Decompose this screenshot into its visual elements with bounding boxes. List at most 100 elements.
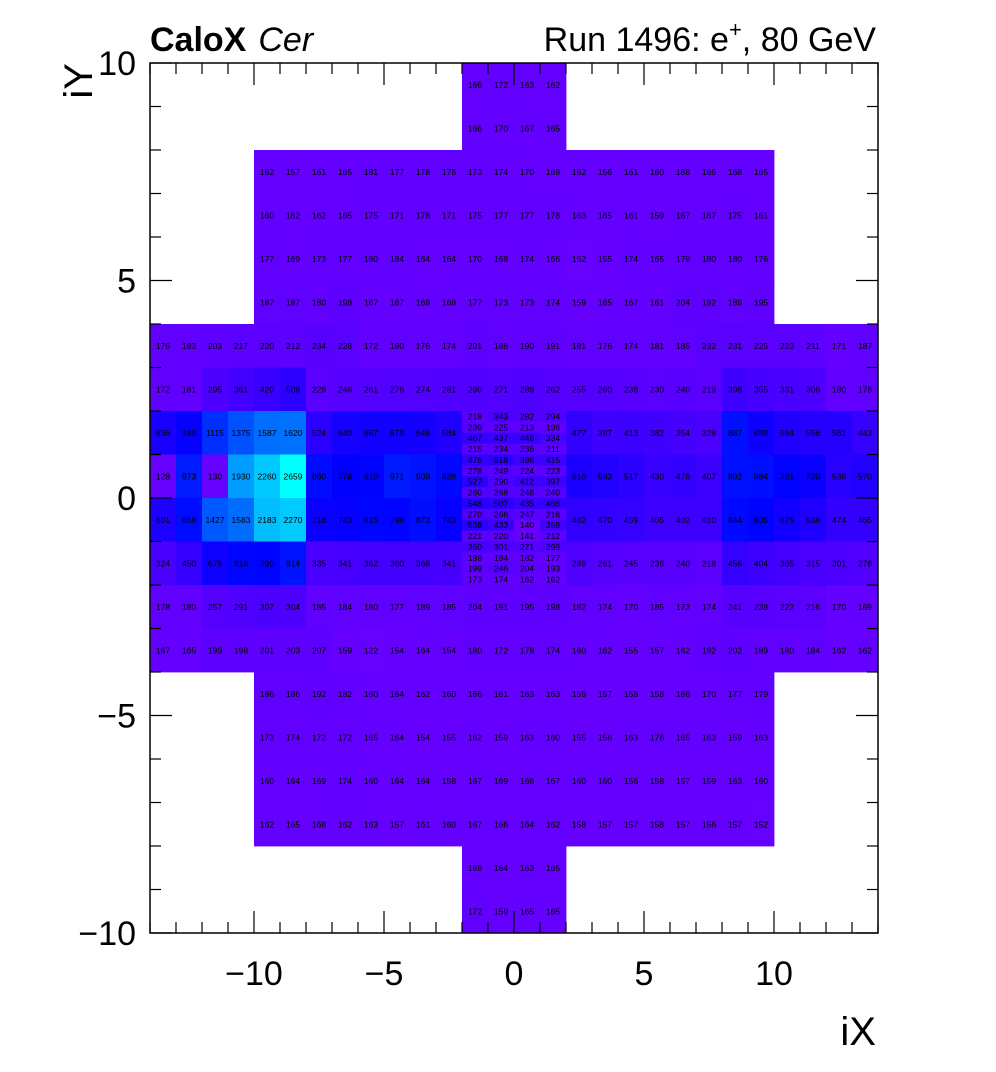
cell-value-label: 884 [754,471,768,481]
cell-value-label: 182 [572,602,586,612]
cell-value-label: 165 [676,732,690,742]
cell-value-label: 268 [494,488,508,498]
cell-value-label: 584 [442,428,456,438]
cell-value-label: 190 [520,341,534,351]
heatmap-cell [748,237,775,281]
heatmap-cell [748,628,775,673]
heatmap-cell [254,454,281,499]
heatmap-cell [592,802,619,847]
heatmap-cell [280,672,307,716]
heatmap-cell [540,443,567,455]
heatmap-cell [592,759,619,803]
heatmap-cell [410,672,437,716]
heatmap-cell [306,454,333,499]
cell-value-label: 186 [286,689,300,699]
cell-value-label: 167 [546,776,560,786]
cell-value-label: 157 [624,819,638,829]
heatmap-cell [332,498,359,542]
heatmap-cell [462,421,489,434]
heatmap-cell [748,498,775,542]
cell-value-label: 873 [416,515,430,525]
cell-value-label: 646 [416,428,430,438]
heatmap-cell [462,465,489,477]
heatmap-cell [436,237,463,281]
cell-value-label: 158 [650,776,664,786]
heatmap-cell [514,106,541,151]
heatmap-cell [540,628,567,673]
heatmap-cell [618,672,645,716]
heatmap-cell [150,498,177,542]
heatmap-cell [202,367,229,412]
heatmap-cell [332,541,359,586]
heatmap-cell [696,193,723,238]
cell-value-label: 743 [338,515,352,525]
cell-value-label: 162 [260,167,274,177]
cell-value-label: 334 [546,433,560,443]
cell-value-label: 249 [494,466,508,476]
cell-value-label: 815 [364,515,378,525]
cell-value-label: 172 [468,906,482,916]
cell-value-label: 161 [624,210,638,220]
cell-value-label: 914 [286,558,300,568]
cell-value-label: 178 [546,210,560,220]
heatmap-cell [228,411,255,455]
cell-value-label: 160 [546,732,560,742]
heatmap-cell [592,237,619,281]
cell-value-label: 164 [390,689,404,699]
heatmap-cell [696,150,723,194]
cell-value-label: 165 [546,906,560,916]
cell-value-label: 360 [390,558,404,568]
heatmap-cell [436,802,463,847]
cell-value-label: 1620 [284,428,303,438]
cell-value-label: 169 [312,776,326,786]
cell-value-label: 156 [598,167,612,177]
heatmap-cell [722,585,749,629]
heatmap-cell [332,193,359,238]
cell-value-label: 262 [546,384,560,394]
heatmap-cell [202,628,229,673]
heatmap-cell [696,628,723,673]
x-tick-label: 5 [635,955,654,993]
cell-value-label: 162 [676,645,690,655]
cell-value-label: 437 [494,433,508,443]
cell-value-label: 172 [338,732,352,742]
cell-value-label: 160 [572,645,586,655]
heatmap-cell [566,280,593,325]
cell-value-label: 158 [650,689,664,699]
heatmap-cell [384,672,411,716]
heatmap-cell [566,237,593,281]
cell-value-label: 163 [364,819,378,829]
heatmap-cell [592,367,619,412]
heatmap-cell [150,541,177,586]
heatmap-cell [514,498,541,510]
cell-value-label: 361 [234,384,248,394]
cell-value-label: 476 [468,455,482,465]
cell-value-label: 173 [468,167,482,177]
heatmap-cell [384,411,411,455]
cell-value-label: 162 [598,645,612,655]
heatmap-cell [618,411,645,455]
heatmap-cell [540,846,567,890]
heatmap-cell [566,454,593,499]
heatmap-cell [644,759,671,803]
heatmap-cell [462,508,489,521]
x-tick-label: −5 [365,955,404,993]
x-tick-label: −10 [225,955,283,993]
heatmap-cell [462,367,489,412]
cell-value-label: 240 [546,488,560,498]
cell-value-label: 213 [520,422,534,432]
heatmap-cell [462,672,489,716]
heatmap-cell [514,324,541,368]
cell-value-label: 228 [338,341,352,351]
heatmap-cell [696,802,723,847]
cell-value-label: 161 [754,210,768,220]
heatmap-cell [514,63,541,107]
cell-value-label: 290 [468,384,482,394]
heatmap-cell [488,563,515,575]
heatmap-cell [514,541,541,553]
cell-value-label: 161 [312,167,326,177]
heatmap-cell [540,672,567,716]
cell-value-label: 173 [312,254,326,264]
cell-value-label: 177 [468,297,482,307]
cell-value-label: 180 [182,602,196,612]
